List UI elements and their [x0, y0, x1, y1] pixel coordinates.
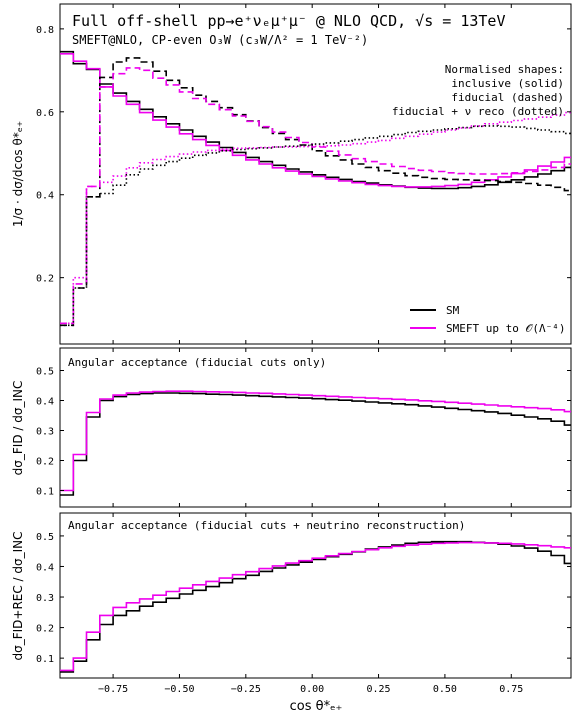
y-tick-label: 0.8: [36, 25, 54, 36]
top-panel-frame: [59, 3, 572, 345]
note-line-0: Normalised shapes:: [445, 63, 564, 76]
series-sm-dotted-line: [60, 125, 571, 327]
x-axis-label: cos θ*ₑ₊: [290, 699, 343, 714]
series-smeft-solid-line: [60, 390, 571, 492]
x-tick-label: −0.50: [164, 684, 194, 695]
chart-subtitle: SMEFT@NLO, CP-even O₃W (c₃W/Λ² = 1 TeV⁻²…: [72, 33, 368, 47]
top-panel: 0.2 0.4 0.6 0.8 Normalised shapes: inclusiv…: [11, 3, 572, 345]
note-line-2: fiducial (dashed): [451, 91, 564, 104]
note-line-3: fiducial + ν reco (dotted): [392, 105, 564, 118]
x-tick-label: 0.25: [366, 684, 390, 695]
y-tick-label: 0.4: [36, 191, 54, 202]
y-tick-label: 0.1: [36, 487, 54, 498]
x-tick-label: 0.00: [300, 684, 324, 695]
y-tick-label: 0.5: [36, 532, 54, 543]
x-tick-label: 0.75: [499, 684, 523, 695]
bottom-panel-annotation: Angular acceptance (fiducial cuts + neut…: [68, 519, 465, 532]
bottom-panel-frame: [59, 512, 572, 679]
y-tick-label: 0.1: [36, 654, 54, 665]
y-tick-label: 0.4: [36, 397, 54, 408]
y-tick-label: 0.2: [36, 274, 54, 285]
y-tick-label: 0.3: [36, 427, 54, 438]
middle-panel: 0.1 0.2 0.3 0.4 0.5 Angular acceptance (fidu…: [11, 347, 572, 508]
middle-panel-frame: [59, 347, 572, 508]
bottom-y-axis-label: dσ_FID+REC / dσ_INC: [11, 531, 25, 660]
y-tick-label: 0.2: [36, 624, 54, 635]
bottom-panel: 0.1 0.2 0.3 0.4 0.5 −0.75 −0.50 −0.25 0.00 0.25 0…: [11, 512, 572, 695]
series-smeft-dotted-line: [60, 111, 571, 325]
legend-label-smeft: SMEFT up to 𝒪(Λ⁻⁴): [446, 322, 566, 335]
series-sm-solid-line: [60, 392, 571, 496]
x-tick-label: −0.25: [231, 684, 261, 695]
series-sm-dashed-line: [60, 57, 571, 327]
series-sm-solid-line: [60, 540, 571, 673]
series-smeft-solid-line: [60, 541, 571, 672]
note-line-1: inclusive (solid): [451, 77, 564, 90]
middle-panel-annotation: Angular acceptance (fiducial cuts only): [68, 356, 326, 369]
top-y-axis-label: 1/σ · dσ/dcos θ*ₑ₊: [11, 121, 25, 227]
y-tick-label: 0.6: [36, 108, 54, 119]
x-tick-label: 0.50: [433, 684, 457, 695]
legend-label-sm: SM: [446, 304, 460, 317]
x-tick-label: −0.75: [98, 684, 128, 695]
middle-y-axis-label: dσ_FID / dσ_INC: [11, 381, 25, 476]
y-tick-label: 0.3: [36, 593, 54, 604]
chart-title: Full off-shell pp→e⁺νₑμ⁺μ⁻ @ NLO QCD, √s…: [72, 12, 505, 30]
y-tick-label: 0.5: [36, 367, 54, 378]
y-tick-label: 0.4: [36, 562, 54, 573]
y-tick-label: 0.2: [36, 457, 54, 468]
